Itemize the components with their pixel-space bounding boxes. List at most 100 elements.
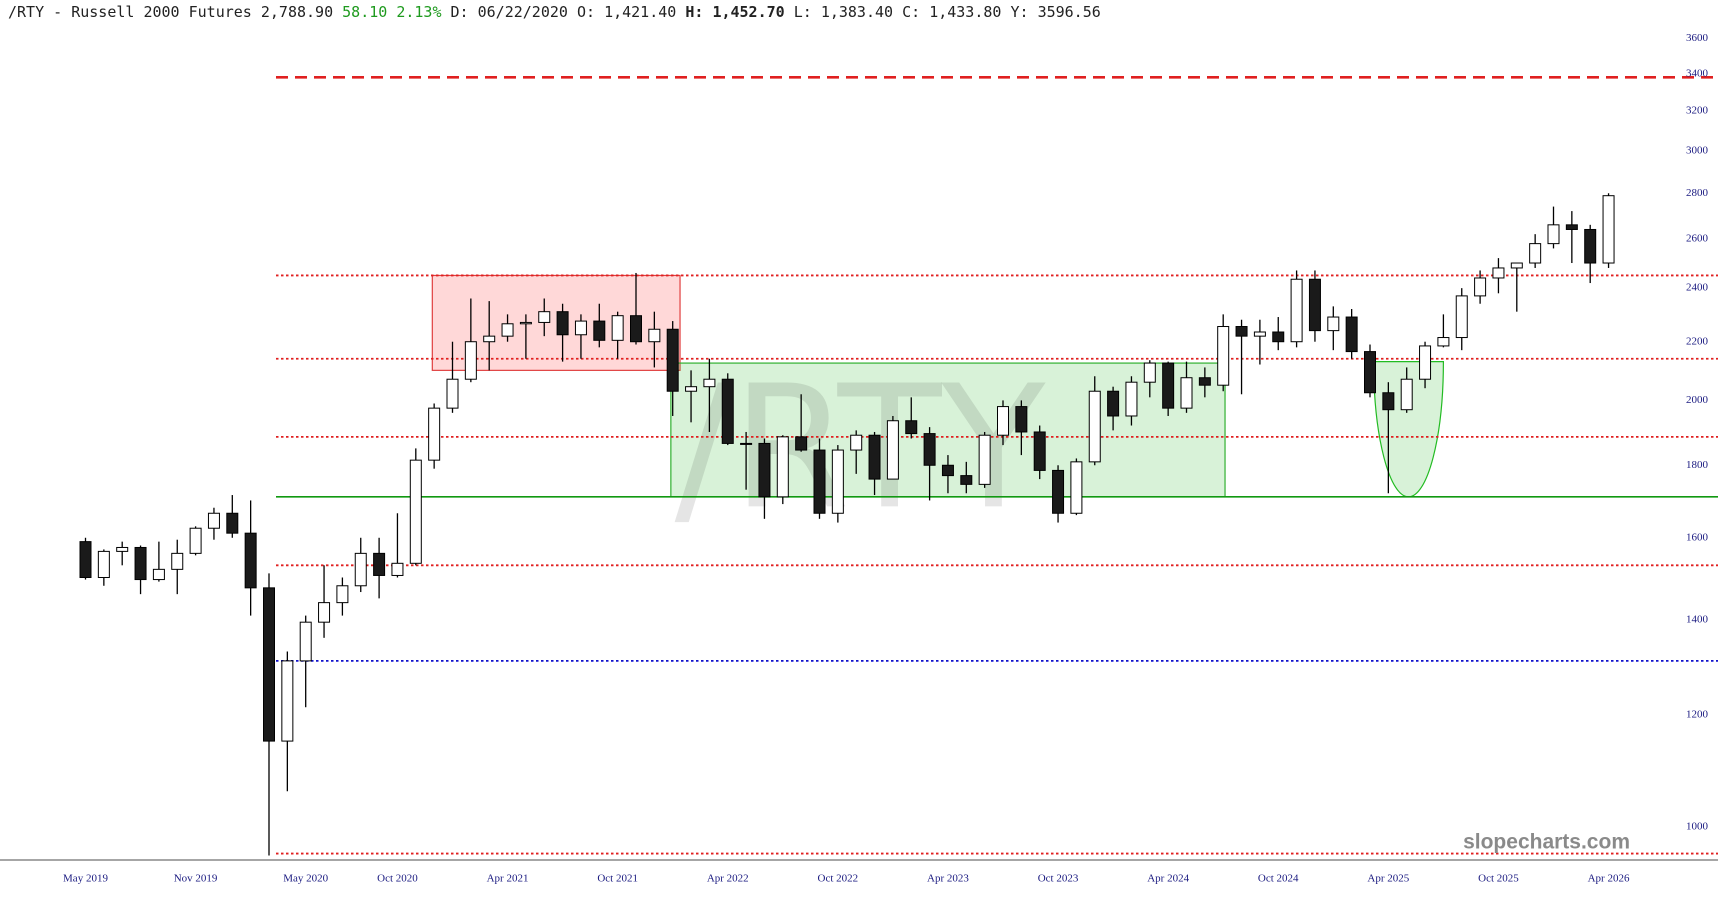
field-value: 06/22/2020 [477, 3, 568, 21]
x-tick-label: Apr 2021 [487, 873, 529, 885]
candle-body [1547, 224, 1560, 245]
candle-body [1180, 377, 1193, 409]
candle-body [1602, 195, 1615, 264]
y-tick-label: 3600 [1686, 32, 1709, 44]
candle-body [850, 434, 863, 451]
candle-body [1198, 377, 1211, 386]
y-tick-label: 3400 [1686, 67, 1709, 79]
x-tick-label: Nov 2019 [174, 873, 218, 885]
candle-body [171, 552, 184, 570]
candle-body [391, 562, 404, 576]
candle-body [997, 406, 1009, 436]
x-tick-label: Oct 2025 [1478, 873, 1519, 885]
candle-body [97, 550, 110, 579]
candle-body [721, 378, 734, 444]
x-tick-label: Apr 2026 [1588, 873, 1630, 885]
candle-body [1492, 267, 1505, 279]
candle-body [1400, 378, 1413, 411]
candle-body [1382, 392, 1395, 411]
candle-body [189, 527, 202, 554]
candle-body [905, 420, 918, 435]
candle-body [795, 436, 808, 451]
candle-body [978, 434, 991, 485]
candle-body [740, 442, 753, 445]
field-key: O: [576, 3, 596, 21]
field-key: D: [450, 3, 469, 21]
candle-body [538, 311, 551, 323]
field-value: 1,421.40 [604, 3, 677, 21]
field-value: 1,433.80 [929, 3, 1002, 21]
candle-body [1070, 461, 1083, 514]
candle-body [886, 420, 899, 480]
candle-body [152, 568, 165, 581]
field-value: 1,383.40 [820, 3, 894, 21]
candle-body [1290, 278, 1303, 343]
y-tick-label: 2800 [1686, 187, 1709, 199]
x-tick-label: Oct 2021 [597, 873, 638, 885]
change-pct: 2.13% [396, 3, 442, 21]
candle-body [1584, 228, 1597, 264]
candle-body [923, 433, 936, 466]
candle-body [1529, 243, 1542, 264]
candle-body [1437, 337, 1450, 347]
x-tick-label: Apr 2025 [1367, 873, 1409, 885]
candle-body [556, 311, 569, 336]
x-tick-label: Oct 2022 [818, 873, 859, 885]
candle-body [1015, 406, 1028, 433]
x-tick-label: Oct 2020 [377, 873, 418, 885]
candle-body [593, 320, 606, 341]
y-tick-label: 1600 [1686, 531, 1709, 543]
y-tick-label: 1800 [1686, 459, 1709, 471]
header: /RTY - Russell 2000 Futures 2,788.90 58.… [8, 3, 1101, 21]
candle-body [1217, 326, 1230, 386]
candle-body [630, 315, 642, 343]
candle-body [758, 442, 771, 498]
field-key: H: [685, 3, 704, 21]
candle-body [428, 407, 441, 461]
y-tick-label: 2600 [1686, 232, 1709, 244]
y-tick-label: 1200 [1686, 708, 1709, 720]
candle-body [79, 541, 92, 579]
candle-body [1364, 351, 1376, 394]
y-tick-label: 3200 [1686, 105, 1709, 117]
field-key: C: [902, 3, 921, 21]
candle-body [519, 321, 532, 325]
candle-body [960, 475, 973, 485]
candle-body [611, 315, 624, 341]
field-key: L: [793, 3, 812, 21]
candle-body [373, 552, 386, 576]
candle-body [648, 328, 661, 343]
candle-body [116, 546, 129, 552]
candle-body [666, 328, 679, 392]
candle-body [446, 378, 459, 409]
x-tick-label: May 2020 [283, 873, 328, 885]
candle-body [409, 459, 422, 564]
candle-body [1345, 316, 1358, 353]
x-tick-label: Apr 2023 [927, 873, 969, 885]
candle-body [941, 464, 954, 477]
candle-body [1052, 469, 1065, 514]
candle-body [299, 621, 312, 662]
candle-body [483, 335, 496, 343]
y-tick-label: 2000 [1686, 394, 1709, 406]
last-price: 2,788.90 [260, 3, 334, 21]
field-value: 1,452.70 [712, 3, 785, 21]
candle-body [1308, 278, 1321, 332]
candle-body [776, 436, 789, 498]
candle-body [134, 546, 147, 581]
change: 58.10 [342, 3, 388, 21]
candle-body [1419, 345, 1432, 380]
symbol: /RTY - Russell 2000 Futures [8, 3, 252, 21]
candle-body [501, 323, 514, 337]
x-tick-label: Apr 2022 [707, 873, 749, 885]
x-tick-label: Apr 2024 [1147, 873, 1189, 885]
candle-body [574, 320, 587, 336]
candle-body [813, 449, 826, 514]
y-tick-label: 1000 [1686, 821, 1709, 833]
candle-body [1510, 262, 1523, 269]
candle-body [354, 552, 367, 587]
candle-body [464, 341, 477, 380]
candle-body [1235, 326, 1248, 337]
